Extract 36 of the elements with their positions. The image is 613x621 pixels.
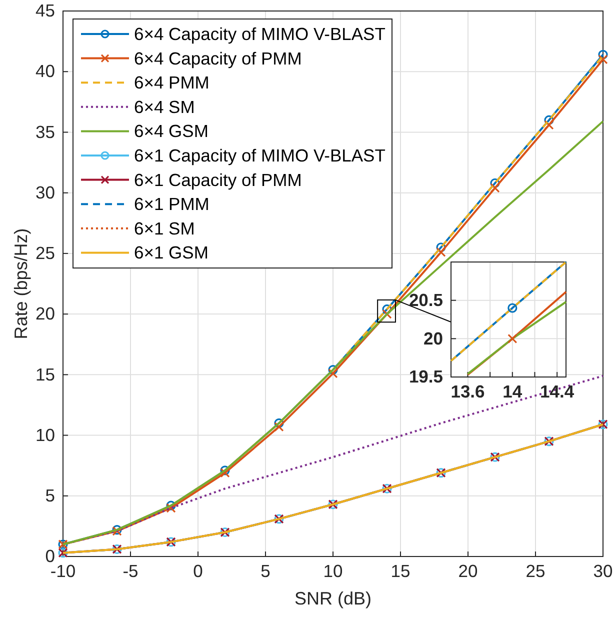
y-tick-label: 30 xyxy=(36,182,56,202)
x-tick-label: 30 xyxy=(593,560,613,581)
y-axis-title: Rate (bps/Hz) xyxy=(11,228,31,340)
y-tick-label: 5 xyxy=(45,485,55,506)
legend-label: 6×4 SM xyxy=(134,96,195,117)
y-tick-label: 10 xyxy=(36,424,56,445)
x-tick-label: 14 xyxy=(502,381,522,402)
x-axis-title: SNR (dB) xyxy=(294,588,372,608)
y-tick-label: 25 xyxy=(36,243,55,264)
x-tick-label: -5 xyxy=(122,560,138,581)
y-tick-label: 35 xyxy=(36,122,55,142)
y-tick-label: 20 xyxy=(424,328,444,348)
x-tick-label: 5 xyxy=(260,560,270,581)
y-tick-label: 45 xyxy=(36,0,55,21)
y-tick-label: 19.5 xyxy=(408,366,444,387)
x-tick-label: 14.4 xyxy=(540,381,574,402)
x-tick-label: 0 xyxy=(193,560,204,581)
legend-label: 6×4 PMM xyxy=(134,72,210,93)
legend-label: 6×1 GSM xyxy=(134,242,208,263)
legend-label: 6×1 SM xyxy=(134,218,195,238)
legend-label: 6×1 PMM xyxy=(134,194,210,214)
x-tick-label: 15 xyxy=(390,560,410,581)
y-tick-label: 15 xyxy=(36,364,55,384)
y-tick-label: 0 xyxy=(45,546,56,566)
y-tick-label: 40 xyxy=(36,61,56,82)
legend-label: 6×4 GSM xyxy=(134,121,208,142)
y-tick-label: 20 xyxy=(36,304,56,324)
x-tick-label: 25 xyxy=(526,560,546,581)
legend-label: 6×1 Capacity of PMM xyxy=(134,170,302,190)
legend-label: 6×1 Capacity of MIMO V-BLAST xyxy=(134,146,386,166)
y-tick-label: 20.5 xyxy=(408,290,444,310)
x-tick-label: 20 xyxy=(458,560,478,581)
legend-label: 6×4 Capacity of PMM xyxy=(134,48,302,68)
x-tick-label: 10 xyxy=(323,560,343,581)
legend-label: 6×4 Capacity of MIMO V-BLAST xyxy=(134,24,386,44)
x-tick-label: 13.6 xyxy=(450,381,486,402)
